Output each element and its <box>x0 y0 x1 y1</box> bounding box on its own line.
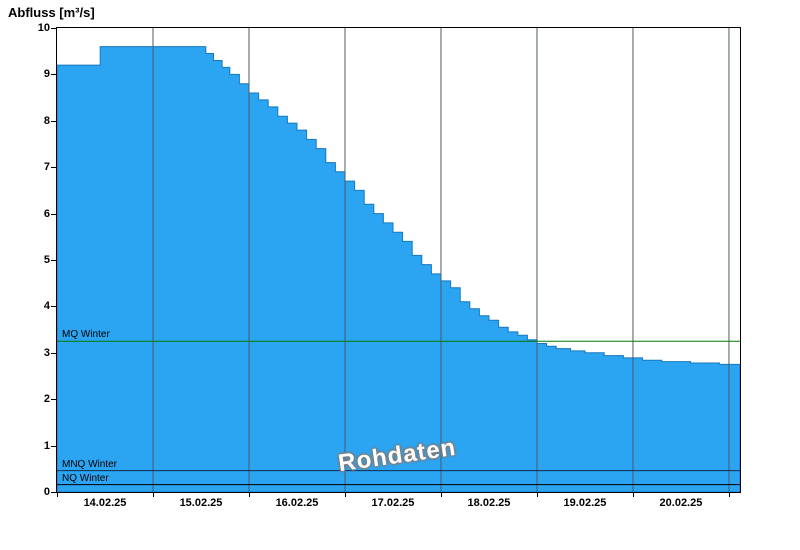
y-axis-tick-label: 5 <box>43 254 50 266</box>
x-axis-date-label: 17.02.25 <box>371 497 415 509</box>
x-axis-tick <box>152 493 154 497</box>
y-axis-tick-label: 9 <box>43 68 50 81</box>
y-axis-tick-label: 4 <box>43 300 50 313</box>
chart-title: Abfluss [m³/s] <box>8 5 95 20</box>
y-axis-tick <box>51 260 56 261</box>
y-axis-tick <box>51 492 56 493</box>
x-axis-date-label: 14.02.25 <box>83 497 127 509</box>
ref-line-label-mnq-winter: MNQ Winter <box>62 458 117 470</box>
x-axis-date-label: 18.02.25 <box>467 497 511 509</box>
y-axis-tick-label: 3 <box>43 346 50 359</box>
y-axis-tick <box>51 306 56 308</box>
y-axis-tick <box>51 399 56 401</box>
x-axis-tick <box>57 493 58 497</box>
y-axis-tick-label: 1 <box>43 439 50 452</box>
y-axis-tick <box>51 213 56 215</box>
ref-line-label-nq-winter: NQ Winter <box>62 472 109 484</box>
y-axis-tick <box>51 445 56 447</box>
x-axis-tick <box>536 493 538 497</box>
x-axis-tick <box>440 493 442 497</box>
y-axis-tick <box>51 28 56 29</box>
y-axis-tick-label: 2 <box>43 393 50 406</box>
y-axis-tick-label: 10 <box>37 22 50 34</box>
discharge-area-series <box>57 46 740 492</box>
x-axis-tick <box>248 493 250 497</box>
y-axis-tick <box>51 120 56 122</box>
ref-line-label-mq-winter: MQ Winter <box>62 329 110 341</box>
hydrograph-canvas[interactable] <box>57 28 740 492</box>
y-axis-tick-label: 6 <box>43 207 50 220</box>
x-axis-tick <box>728 493 730 497</box>
x-axis-date-label: 16.02.25 <box>275 497 319 509</box>
y-axis-tick-label: 8 <box>43 114 50 127</box>
y-axis-tick-label: 7 <box>43 161 50 174</box>
x-axis-date-label: 20.02.25 <box>659 497 703 509</box>
x-axis-date-label: 19.02.25 <box>563 497 607 509</box>
x-axis-tick <box>344 493 346 497</box>
y-axis-tick <box>51 74 56 76</box>
y-axis-tick-label: 0 <box>43 486 50 498</box>
x-axis-date-label: 15.02.25 <box>179 497 223 509</box>
y-axis-tick <box>51 352 56 354</box>
y-axis-tick <box>51 167 56 169</box>
x-axis-tick <box>632 493 634 497</box>
